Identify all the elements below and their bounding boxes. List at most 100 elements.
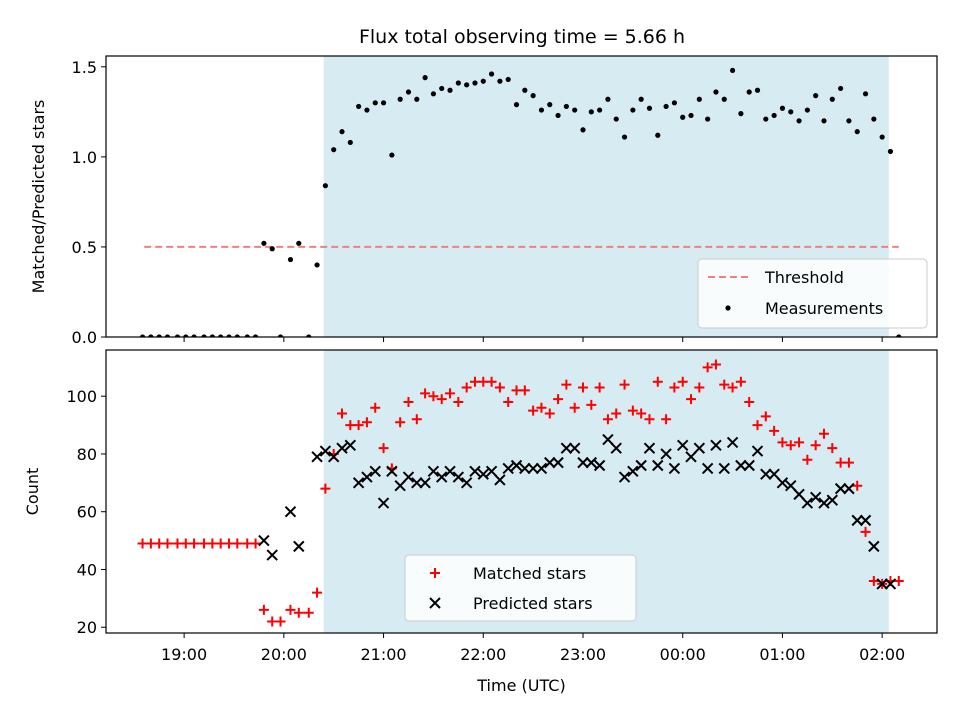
matched-point — [528, 405, 539, 416]
measurement-point — [488, 71, 495, 77]
measurement-point — [422, 75, 428, 81]
matched-point — [285, 604, 296, 615]
figure-title: Flux total observing time = 5.66 h — [359, 26, 685, 48]
matched-point — [677, 376, 688, 387]
measurement-point — [505, 76, 511, 83]
predicted-point — [452, 471, 465, 483]
measurement-point — [497, 78, 503, 84]
y-tick-label: 0.0 — [72, 328, 97, 347]
measurement-point — [209, 334, 215, 337]
predicted-point — [785, 480, 797, 492]
matched-point — [794, 437, 805, 448]
predicted-point — [876, 578, 888, 590]
measurement-point — [522, 87, 528, 93]
x-tick-label: 20:00 — [261, 645, 307, 664]
measurement-point — [838, 85, 844, 92]
measurement-point — [538, 107, 545, 113]
matched-point — [536, 402, 547, 413]
matched-point — [577, 382, 588, 393]
predicted-point — [477, 468, 489, 480]
predicted-point — [344, 439, 357, 452]
predicted-point — [851, 514, 863, 527]
matched-point — [461, 382, 472, 393]
legend-matched-swatch — [430, 568, 440, 578]
predicted-point — [793, 488, 805, 501]
measurement-point — [447, 87, 453, 93]
matched-point — [769, 425, 780, 436]
x-tick-label: 22:00 — [460, 645, 506, 664]
measurement-point — [763, 116, 769, 122]
measurement-point — [862, 91, 869, 97]
measurement-point — [563, 103, 569, 110]
predicted-point — [560, 442, 573, 454]
predicted-point — [266, 549, 278, 561]
measurement-point — [156, 334, 162, 337]
measurement-point — [572, 107, 578, 113]
y-tick-label: 1.0 — [72, 148, 97, 167]
measurement-point — [226, 334, 232, 337]
legend-predicted-swatch — [429, 597, 441, 609]
predicted-point — [527, 462, 539, 475]
predicted-point — [552, 456, 564, 469]
x-tick-label: 23:00 — [560, 645, 606, 664]
matched-point — [312, 587, 323, 598]
y-tick-label: 40 — [77, 560, 97, 579]
predicted-point — [585, 456, 598, 469]
predicted-point — [494, 474, 506, 486]
matched-point — [661, 414, 672, 425]
y-axis-label: Matched/Predicted stars — [29, 100, 48, 294]
predicted-point — [660, 448, 672, 460]
measurement-point — [729, 67, 736, 74]
predicted-point — [776, 477, 789, 489]
predicted-point — [319, 445, 332, 457]
matched-point — [727, 382, 738, 393]
matched-point — [293, 607, 304, 618]
matched-point — [275, 616, 286, 627]
measurement-point — [613, 116, 619, 122]
y-axis-label: Count — [23, 468, 42, 516]
measurement-point — [638, 96, 644, 102]
measurement-point — [887, 148, 894, 155]
y-tick-label: 80 — [77, 445, 97, 464]
measurement-point — [331, 147, 337, 153]
predicted-point — [685, 451, 697, 463]
measurement-point — [191, 334, 197, 337]
measurement-point — [896, 334, 902, 337]
measurement-point — [339, 129, 345, 135]
predicted-point — [568, 442, 581, 454]
measurement-point — [846, 118, 852, 124]
matched-point — [602, 414, 613, 425]
matched-point — [519, 385, 530, 396]
predicted-point — [843, 482, 855, 495]
predicted-point — [352, 477, 365, 489]
x-tick-label: 19:00 — [161, 645, 207, 664]
measurement-point — [183, 334, 189, 337]
measurement-point — [771, 112, 777, 119]
matched-point — [553, 394, 564, 405]
measurement-point — [480, 78, 486, 84]
predicted-point — [402, 471, 415, 483]
matched-point — [486, 376, 497, 387]
predicted-point — [336, 442, 348, 454]
measurement-point — [621, 134, 628, 140]
measurement-point — [397, 96, 403, 102]
predicted-point — [610, 442, 622, 454]
measurement-point — [821, 118, 827, 124]
measurement-point — [455, 80, 461, 86]
predicted-point — [602, 433, 614, 446]
matched-point — [893, 576, 904, 587]
matched-point — [710, 359, 721, 370]
x-tick-label: 00:00 — [660, 645, 706, 664]
predicted-point — [668, 462, 681, 475]
measurement-point — [630, 107, 636, 113]
predicted-point — [293, 540, 305, 553]
measurement-point — [439, 85, 445, 92]
measurement-point — [555, 112, 561, 119]
x-tick-label: 21:00 — [360, 645, 406, 664]
measurement-point — [688, 112, 694, 119]
top-panel: 0.0 0.5 1.0 1.5 Matched/Predicted stars Thres… — [29, 55, 938, 347]
measurement-point — [646, 105, 653, 111]
predicted-point — [284, 506, 297, 518]
matched-point — [669, 382, 680, 393]
measurement-point — [854, 129, 860, 135]
